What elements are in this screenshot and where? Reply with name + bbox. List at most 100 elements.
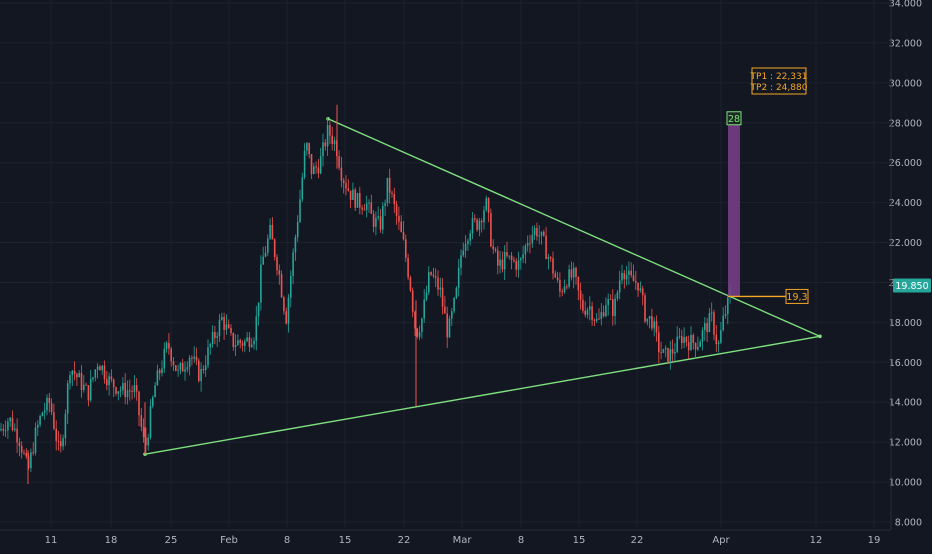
candle-body[interactable] xyxy=(405,239,407,258)
candle-body[interactable] xyxy=(23,452,25,454)
candle-body[interactable] xyxy=(290,275,292,298)
candle-body[interactable] xyxy=(41,412,44,416)
candle-body[interactable] xyxy=(278,270,281,275)
candle-body[interactable] xyxy=(285,311,287,324)
candle-body[interactable] xyxy=(324,142,327,147)
candle-body[interactable] xyxy=(283,297,285,312)
candle-body[interactable] xyxy=(170,348,172,362)
candle-body[interactable] xyxy=(701,330,704,342)
candle-body[interactable] xyxy=(221,316,223,320)
candle-body[interactable] xyxy=(522,254,524,259)
candle-body[interactable] xyxy=(432,274,435,277)
candle-body[interactable] xyxy=(0,429,2,431)
candle-body[interactable] xyxy=(471,218,474,234)
candle-body[interactable] xyxy=(395,204,398,216)
candle-body[interactable] xyxy=(687,342,690,351)
candle-body[interactable] xyxy=(589,306,591,310)
candle-body[interactable] xyxy=(165,342,168,349)
trendline-layer[interactable] xyxy=(143,116,822,456)
candle-body[interactable] xyxy=(598,318,600,320)
candle-body[interactable] xyxy=(273,239,276,258)
candle-body[interactable] xyxy=(232,332,235,347)
candle-body[interactable] xyxy=(605,305,607,317)
candle-body[interactable] xyxy=(310,154,313,175)
candle-body[interactable] xyxy=(425,292,428,300)
candle-body[interactable] xyxy=(126,390,129,398)
candle-body[interactable] xyxy=(690,335,692,351)
candle-body[interactable] xyxy=(209,344,212,348)
candle-body[interactable] xyxy=(651,316,653,329)
candle-body[interactable] xyxy=(566,286,568,288)
candle-body[interactable] xyxy=(515,261,517,270)
candle-body[interactable] xyxy=(269,224,271,239)
candle-body[interactable] xyxy=(685,337,688,343)
candle-body[interactable] xyxy=(662,349,665,353)
candle-body[interactable] xyxy=(103,365,106,380)
candle-body[interactable] xyxy=(614,298,616,317)
candle-body[interactable] xyxy=(455,287,458,298)
candle-body[interactable] xyxy=(402,231,405,240)
candle-body[interactable] xyxy=(124,382,126,398)
candle-body[interactable] xyxy=(234,345,237,347)
candle-body[interactable] xyxy=(439,287,442,290)
candle-body[interactable] xyxy=(437,277,439,290)
candle-body[interactable] xyxy=(545,235,547,260)
candle-body[interactable] xyxy=(508,255,511,257)
candle-body[interactable] xyxy=(87,385,90,401)
candle-body[interactable] xyxy=(352,189,354,200)
candle-body[interactable] xyxy=(264,252,267,257)
candle-body[interactable] xyxy=(694,342,697,350)
candle-body[interactable] xyxy=(7,421,9,431)
candle-body[interactable] xyxy=(480,220,483,223)
candle-body[interactable] xyxy=(540,231,543,236)
candle-body[interactable] xyxy=(14,428,16,430)
candle-body[interactable] xyxy=(198,360,200,382)
candle-body[interactable] xyxy=(244,341,246,346)
candle-body[interactable] xyxy=(227,324,230,328)
candle-body[interactable] xyxy=(43,410,46,413)
candle-body[interactable] xyxy=(50,403,53,413)
candle-body[interactable] xyxy=(722,315,724,331)
candle-body[interactable] xyxy=(538,235,540,237)
candle-body[interactable] xyxy=(681,336,683,344)
candle-body[interactable] xyxy=(393,193,396,205)
candle-body[interactable] xyxy=(421,318,423,333)
candle-body[interactable] xyxy=(253,340,255,345)
candle-body[interactable] xyxy=(184,369,186,372)
candle-body[interactable] xyxy=(211,331,214,345)
candle-body[interactable] xyxy=(430,272,432,275)
candle-body[interactable] xyxy=(218,319,221,337)
candle-body[interactable] xyxy=(108,376,110,386)
candle-body[interactable] xyxy=(637,282,639,291)
candle-body[interactable] xyxy=(149,406,152,438)
candle-body[interactable] xyxy=(177,369,179,371)
candle-body[interactable] xyxy=(483,210,485,223)
candle-body[interactable] xyxy=(602,312,605,317)
candle-body[interactable] xyxy=(554,273,557,278)
candle-body[interactable] xyxy=(94,369,97,378)
candle-body[interactable] xyxy=(230,327,232,333)
candle-body[interactable] xyxy=(147,437,149,446)
candle-body[interactable] xyxy=(708,313,711,333)
candle-body[interactable] xyxy=(577,276,580,291)
candle-body[interactable] xyxy=(632,275,635,282)
candle-body[interactable] xyxy=(529,243,531,245)
candle-body[interactable] xyxy=(80,373,83,391)
candle-body[interactable] xyxy=(400,221,402,232)
candle-body[interactable] xyxy=(683,337,685,344)
candle-body[interactable] xyxy=(46,397,48,411)
candle-body[interactable] xyxy=(697,346,699,350)
candle-body[interactable] xyxy=(250,344,253,347)
candle-body[interactable] xyxy=(559,279,561,292)
candle-body[interactable] xyxy=(96,366,99,370)
candle-body[interactable] xyxy=(391,192,393,194)
candle-body[interactable] xyxy=(370,202,373,214)
candle-body[interactable] xyxy=(313,166,315,175)
candle-body[interactable] xyxy=(664,347,667,350)
candle-body[interactable] xyxy=(457,267,460,288)
candles-layer[interactable] xyxy=(0,104,731,485)
candle-body[interactable] xyxy=(572,267,575,278)
candle-body[interactable] xyxy=(671,349,674,354)
candle-body[interactable] xyxy=(499,259,501,266)
candle-body[interactable] xyxy=(434,276,437,278)
